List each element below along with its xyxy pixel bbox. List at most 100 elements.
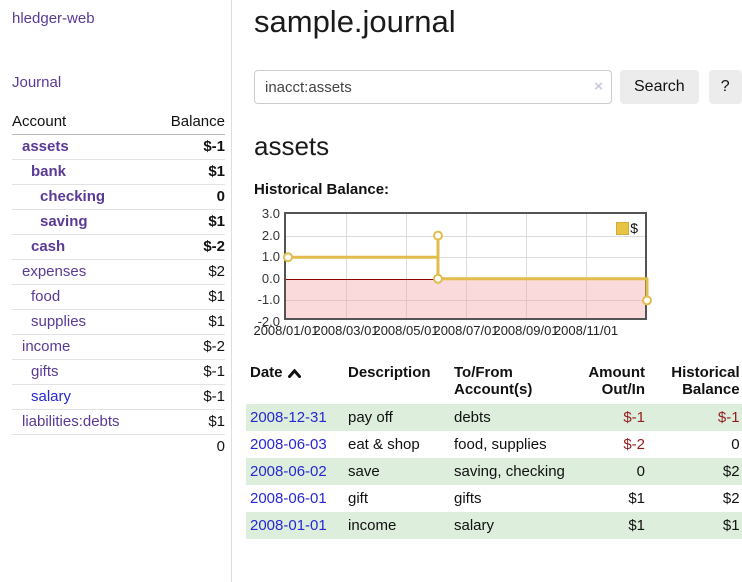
account-row-checking: checking 0 xyxy=(12,184,225,210)
account-row-gifts: gifts $-1 xyxy=(12,359,225,385)
account-link-salary[interactable]: salary xyxy=(31,388,72,405)
data-point-marker xyxy=(433,230,443,241)
sidebar-item-journal[interactable]: Journal xyxy=(12,74,62,91)
app-title-link[interactable]: hledger-web xyxy=(12,10,95,27)
transactions-header-row: Date Description To/From Account(s) Amou… xyxy=(246,362,742,404)
transaction-balance: 0 xyxy=(731,436,740,453)
gridline xyxy=(286,236,645,237)
account-link-saving[interactable]: saving xyxy=(40,213,88,230)
chart-plot-area: $ xyxy=(283,212,652,320)
accounts-header-account: Account xyxy=(12,110,154,135)
chart-x-axis: 2008/01/01 2008/03/01 2008/05/01 2008/07… xyxy=(253,323,654,341)
gridline xyxy=(406,214,407,318)
clear-search-icon[interactable]: × xyxy=(594,78,603,95)
transaction-balance: $2 xyxy=(722,490,740,507)
account-balance: $-1 xyxy=(153,134,225,160)
header-amount: Amount Out/In xyxy=(588,364,645,398)
legend-swatch-icon xyxy=(616,221,630,235)
accounts-header-balance: Balance xyxy=(153,110,225,135)
transaction-row: 2008-01-01 income salary $1 $1 xyxy=(246,512,742,539)
account-link-gifts[interactable]: gifts xyxy=(31,363,59,380)
transaction-date-link[interactable]: 2008-06-03 xyxy=(250,436,327,453)
transaction-accounts: saving, checking xyxy=(454,463,565,480)
search-input[interactable] xyxy=(254,70,612,104)
account-link-cash[interactable]: cash xyxy=(31,238,66,255)
gridline xyxy=(346,214,347,318)
account-row-food: food $1 xyxy=(12,284,225,310)
transaction-accounts: salary xyxy=(454,517,495,534)
transaction-amount: $-1 xyxy=(623,409,645,426)
account-balance: $2 xyxy=(153,259,225,285)
transaction-amount: 0 xyxy=(636,463,645,480)
transaction-amount: $1 xyxy=(628,517,645,534)
y-tick: 0.0 xyxy=(261,271,280,286)
account-balance: 0 xyxy=(153,184,225,210)
gridline xyxy=(286,257,645,258)
transaction-date-link[interactable]: 2008-06-01 xyxy=(250,490,327,507)
accounts-total-row: 0 xyxy=(12,434,225,459)
accounts-table: Account Balance assets $-1 bank $1 check… xyxy=(12,110,225,459)
chart-legend: $ xyxy=(616,220,638,236)
transaction-amount: $-2 xyxy=(623,436,645,453)
transaction-date-link[interactable]: 2008-12-31 xyxy=(250,409,327,426)
transaction-accounts: gifts xyxy=(454,490,482,507)
account-row-salary: salary $-1 xyxy=(12,384,225,410)
transaction-row: 2008-12-31 pay off debts $-1 $-1 xyxy=(246,404,742,431)
accounts-table-header: Account Balance xyxy=(12,110,225,135)
account-balance: $-1 xyxy=(153,384,225,410)
account-link-expenses[interactable]: expenses xyxy=(22,263,87,280)
header-balance: Historical Balance xyxy=(671,364,740,398)
header-date[interactable]: Date xyxy=(246,362,344,404)
main-content: sample.journal × Search ? assets Histori… xyxy=(232,0,742,582)
header-description: Description xyxy=(348,364,431,381)
y-tick: -2.0 xyxy=(257,314,280,329)
transaction-row: 2008-06-01 gift gifts $1 $2 xyxy=(246,485,742,512)
gridline xyxy=(286,300,645,301)
account-row-bank: bank $1 xyxy=(12,159,225,185)
transaction-row: 2008-06-02 save saving, checking 0 $2 xyxy=(246,458,742,485)
account-balance: $1 xyxy=(153,209,225,235)
transaction-description: pay off xyxy=(348,409,393,426)
account-heading: assets xyxy=(254,131,330,161)
account-balance: $-2 xyxy=(153,334,225,360)
account-row-assets: assets $-1 xyxy=(12,134,225,160)
x-tick: 2008/11/01 xyxy=(553,323,619,338)
account-link-assets[interactable]: assets xyxy=(22,138,69,155)
transaction-accounts: debts xyxy=(454,409,491,426)
y-tick: 3.0 xyxy=(261,206,280,221)
account-row-expenses: expenses $2 xyxy=(12,259,225,285)
help-button[interactable]: ? xyxy=(708,70,742,104)
account-link-checking[interactable]: checking xyxy=(40,188,106,205)
account-link-food[interactable]: food xyxy=(31,288,61,305)
transaction-description: save xyxy=(348,463,380,480)
transaction-balance: $1 xyxy=(722,517,740,534)
data-point-marker xyxy=(433,273,443,284)
x-tick: 2008/03/01 xyxy=(313,323,379,338)
account-link-income[interactable]: income xyxy=(22,338,71,355)
account-row-supplies: supplies $1 xyxy=(12,309,225,335)
gridline xyxy=(526,214,527,318)
negative-balance-region xyxy=(286,279,645,318)
y-tick: -1.0 xyxy=(257,292,280,307)
transactions-table: Date Description To/From Account(s) Amou… xyxy=(246,362,742,539)
transaction-row: 2008-06-03 eat & shop food, supplies $-2… xyxy=(246,431,742,458)
account-link-liabilities-debts[interactable]: liabilities:debts xyxy=(22,413,120,430)
transaction-date-link[interactable]: 2008-01-01 xyxy=(250,517,327,534)
sidebar: hledger-web Journal Account Balance asse… xyxy=(0,0,232,582)
account-link-bank[interactable]: bank xyxy=(31,163,67,180)
gridline xyxy=(466,214,467,318)
search-button[interactable]: Search xyxy=(620,70,699,104)
account-balance: $1 xyxy=(153,309,225,335)
transaction-date-link[interactable]: 2008-06-02 xyxy=(250,463,327,480)
page-title: sample.journal xyxy=(254,4,456,39)
transaction-balance: $2 xyxy=(722,463,740,480)
account-link-supplies[interactable]: supplies xyxy=(31,313,87,330)
gridline xyxy=(586,214,587,318)
chart-heading: Historical Balance: xyxy=(254,181,390,198)
y-tick: 1.0 xyxy=(261,249,280,264)
search-form: × Search ? xyxy=(254,70,742,104)
balance-chart: 3.0 2.0 1.0 0.0 -1.0 -2.0 xyxy=(254,206,654,329)
account-balance: $1 xyxy=(153,284,225,310)
sort-ascending-icon xyxy=(287,368,301,378)
